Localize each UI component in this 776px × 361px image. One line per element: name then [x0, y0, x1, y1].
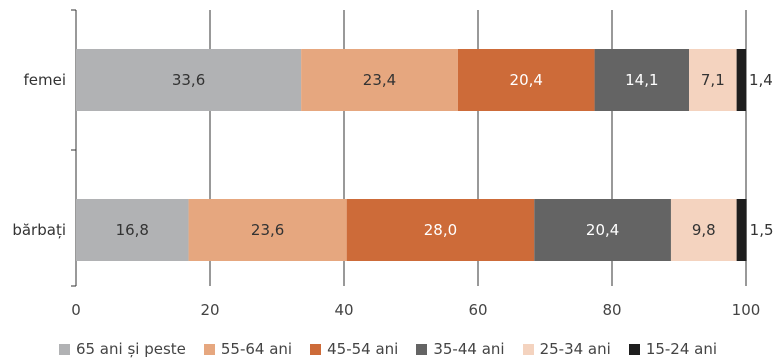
bar-segment-0-3 [594, 49, 690, 111]
bar-segment-0-5 [736, 49, 746, 111]
legend-label-1: 55-64 ani [220, 340, 293, 358]
bar-segment-0-2 [457, 49, 595, 111]
legend-item-0: 65 ani și peste [58, 340, 186, 358]
legend-swatch-4 [522, 343, 534, 355]
x-tick-label-5: 100 [732, 301, 761, 319]
bar-segment-1-1 [188, 199, 347, 261]
legend-swatch-1 [203, 343, 215, 355]
value-label-1-3: 20,4 [586, 221, 619, 239]
value-label-0-0: 33,6 [172, 71, 205, 89]
legend-swatch-2 [310, 343, 322, 355]
x-tick-label-2: 40 [334, 301, 353, 319]
value-label-0-5: 1,4 [749, 71, 773, 89]
legend-item-3: 35-44 ani [416, 340, 505, 358]
legend-swatch-0 [58, 343, 70, 355]
bar-segment-1-5 [736, 199, 747, 261]
stacked-bar-chart: 33,6 23,4 20,4 14,1 7,1 1,4 femei 16,8 23,6 28,0 2… [12, 9, 774, 319]
x-tick-label-0: 0 [71, 301, 81, 319]
value-label-0-4: 7,1 [701, 71, 725, 89]
bar-segment-0-4 [689, 49, 737, 111]
value-label-0-1: 23,4 [363, 71, 396, 89]
bar-segment-1-2 [346, 199, 535, 261]
value-label-1-0: 16,8 [116, 221, 149, 239]
legend-item-2: 45-54 ani [310, 340, 398, 358]
legend-item-5: 15-24 ani [628, 340, 718, 358]
legend-item-1: 55-64 ani [203, 340, 293, 358]
value-label-1-2: 28,0 [424, 221, 457, 239]
bar-segment-1-4 [670, 199, 737, 261]
legend-label-3: 35-44 ani [433, 340, 505, 358]
x-tick-label-1: 20 [200, 301, 219, 319]
bar-segment-1-0 [76, 199, 189, 261]
bar-segment-0-1 [301, 49, 458, 111]
value-label-0-2: 20,4 [510, 71, 543, 89]
x-tick-label-3: 60 [468, 301, 487, 319]
bar-segment-1-3 [534, 199, 671, 261]
legend-item-4: 25-34 ani [522, 340, 611, 358]
value-label-1-4: 9,8 [692, 221, 716, 239]
legend-label-0: 65 ani și peste [75, 340, 186, 358]
legend-label-5: 15-24 ani [645, 340, 718, 358]
bar-segment-0-0 [76, 49, 302, 111]
legend-label-4: 25-34 ani [539, 340, 611, 358]
value-label-1-1: 23,6 [251, 221, 284, 239]
x-tick-label-4: 80 [602, 301, 621, 319]
legend-label-2: 45-54 ani [327, 340, 399, 358]
value-label-0-3: 14,1 [625, 71, 658, 89]
value-label-1-5: 1,5 [750, 221, 774, 239]
legend-swatch-5 [628, 343, 640, 355]
chart-legend: 65 ani și peste 55-64 ani 45-54 ani 35-44 a… [0, 338, 776, 360]
category-label-0: femei [23, 71, 66, 89]
legend-swatch-3 [416, 343, 428, 355]
category-label-1: bărbați [12, 221, 66, 239]
